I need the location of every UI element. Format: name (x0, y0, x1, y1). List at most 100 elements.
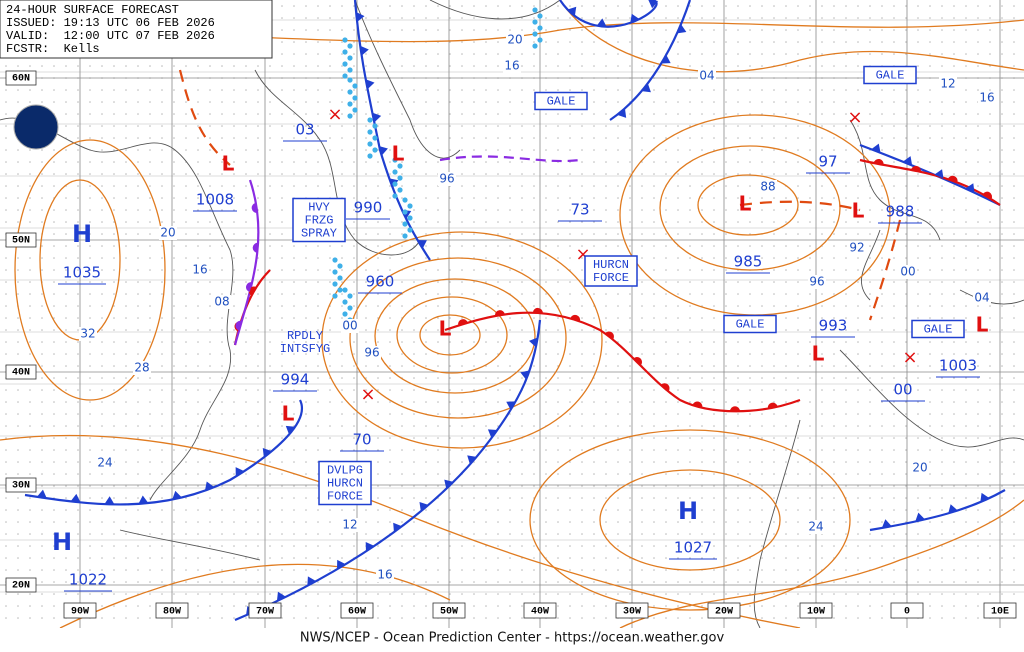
cold-front-triangle (648, 0, 659, 9)
isobar-label-bg (848, 241, 866, 255)
front-symbol (417, 240, 427, 249)
low-symbol: L (439, 317, 452, 341)
ice-dot (392, 181, 398, 187)
isobar-label: 12 (940, 77, 955, 91)
warm-front-semicircle (947, 175, 958, 183)
front-symbol (648, 0, 659, 9)
warm-front-semicircle (982, 191, 992, 200)
ice-dot (367, 117, 373, 123)
ice-dot (392, 193, 398, 199)
isobar-label-bg (376, 568, 394, 582)
cold-front-triangle (915, 512, 925, 522)
isobar-label: 04 (699, 69, 714, 83)
ice-dot (352, 95, 358, 101)
front-symbol (337, 559, 346, 570)
high-pressure: 1027 (674, 539, 712, 557)
warm-front-semicircle (251, 202, 258, 213)
ice-dot (337, 275, 343, 281)
ice-dot (392, 157, 398, 163)
ice-dot (342, 61, 348, 67)
forecast-position: × (327, 104, 342, 125)
warning-box (863, 65, 917, 85)
cold-front-triangle (365, 542, 375, 552)
forecast-position: × (847, 107, 862, 128)
front-symbol (767, 402, 778, 409)
isobar-label: 28 (134, 361, 149, 375)
longitude-label-box (890, 602, 924, 619)
low-symbol: L (739, 192, 752, 216)
cold-front-triangle (902, 156, 913, 166)
longitude-label-box (432, 602, 466, 619)
latitude-label: 20N (12, 581, 30, 592)
cold-front-triangle (487, 429, 498, 439)
warning-box (292, 197, 346, 243)
isobar-label: 32 (80, 327, 95, 341)
warning-text: SPRAY (301, 227, 337, 241)
ice-dot (537, 37, 543, 43)
ice-dot (337, 287, 343, 293)
ice-dot (347, 67, 353, 73)
isobar-label-bg (363, 346, 381, 360)
ice-dot (392, 169, 398, 175)
longitude-label: 50W (440, 607, 458, 618)
longitude-label: 10E (991, 607, 1009, 618)
longitude-label-box (707, 602, 741, 619)
high-pressure: 1035 (63, 264, 101, 282)
cold-front-triangle (360, 45, 369, 56)
ice-dot (367, 153, 373, 159)
longitude-label: 40W (531, 607, 549, 618)
isobar-label-bg (213, 295, 231, 309)
warm-front-semicircle (692, 401, 703, 408)
ice-dot (367, 129, 373, 135)
warning-text: HURCN (593, 258, 629, 272)
ice-dot (402, 197, 408, 203)
longitude-label: 90W (71, 607, 89, 618)
footer-bg (0, 628, 1024, 652)
cold-front-triangle (444, 479, 454, 489)
isobar-label: 24 (808, 520, 823, 534)
low-symbol: L (852, 199, 865, 223)
isobar-label: 20 (912, 461, 927, 475)
longitude-label-box (983, 602, 1017, 619)
high-pressure: 1022 (69, 571, 107, 589)
warm-front-semicircle (660, 383, 670, 392)
front-symbol (567, 6, 577, 17)
ice-dot (537, 25, 543, 31)
longitude-label: 10W (807, 607, 825, 618)
cold-front-triangle (965, 183, 975, 193)
low-pressure: 00 (893, 381, 912, 399)
warning-text: HURCN (327, 477, 363, 491)
cold-front-triangle (235, 467, 245, 477)
cold-front-triangle (630, 13, 640, 24)
cold-front-triangle (617, 108, 627, 118)
low-pressure: 985 (734, 253, 763, 271)
header-box (0, 0, 273, 59)
ice-dot (352, 83, 358, 89)
cold-front-triangle (980, 492, 990, 503)
front-symbol (495, 310, 505, 316)
warm-front-semicircle (767, 402, 778, 409)
ice-dot (342, 73, 348, 79)
warning-box (911, 319, 965, 339)
cold-front-triangle (172, 490, 182, 500)
front-symbol (677, 24, 687, 34)
front-symbol (372, 112, 382, 123)
isobar-label: 24 (97, 456, 112, 470)
ice-dot (532, 19, 538, 25)
warm-front-semicircle (245, 282, 253, 293)
footer: NWS/NCEP - Ocean Prediction Center - htt… (300, 631, 725, 646)
ice-dot (347, 55, 353, 61)
cold-front-triangle (467, 455, 477, 465)
isobar-label: 20 (160, 226, 175, 240)
cold-front-triangle (276, 591, 286, 602)
front-symbol (947, 175, 958, 183)
cold-front-triangle (419, 501, 429, 512)
ice-edge (332, 7, 543, 329)
latitude-label: 30N (12, 481, 30, 492)
ice-dot (372, 135, 378, 141)
latitude-label: 40N (12, 368, 30, 379)
longitude-label-box (523, 602, 557, 619)
warning-box (723, 314, 777, 334)
ice-dot (332, 293, 338, 299)
isobar-label-bg (808, 275, 826, 289)
